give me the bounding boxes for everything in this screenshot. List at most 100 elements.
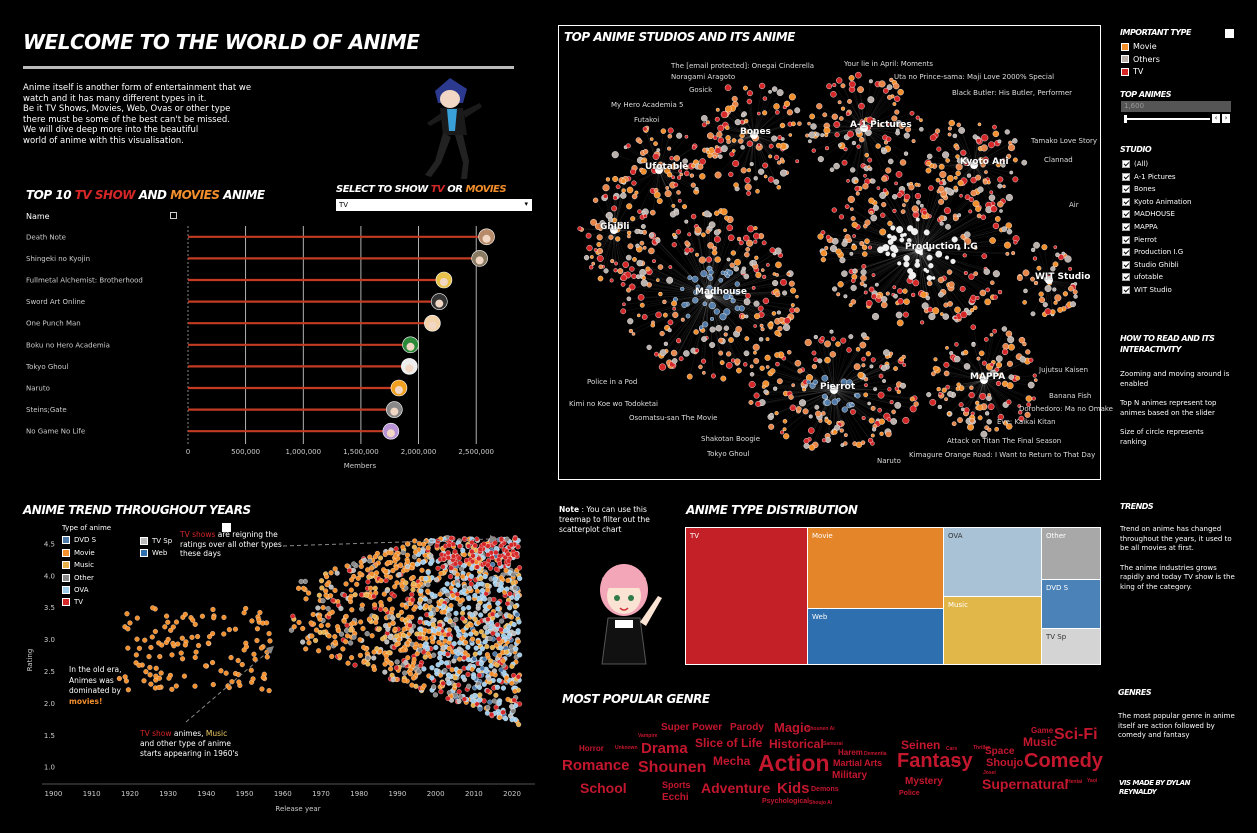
scatter-point[interactable]: [400, 544, 406, 550]
scatter-point[interactable]: [448, 565, 454, 571]
scatter-point[interactable]: [465, 665, 471, 671]
scatter-point[interactable]: [306, 640, 312, 646]
scatter-point[interactable]: [479, 646, 485, 652]
scatter-point[interactable]: [199, 613, 205, 619]
scatter-point[interactable]: [228, 655, 234, 661]
scatter-point[interactable]: [321, 629, 327, 635]
scatter-point[interactable]: [451, 553, 457, 559]
scatter-point[interactable]: [164, 613, 170, 619]
genre-word[interactable]: Super Power: [661, 722, 723, 733]
scatter-point[interactable]: [410, 574, 416, 580]
anime-node[interactable]: [831, 113, 838, 120]
genre-word[interactable]: Kids: [777, 780, 810, 797]
scatter-point[interactable]: [468, 631, 474, 637]
scatter-point[interactable]: [408, 628, 415, 634]
scatter-point[interactable]: [150, 605, 156, 611]
anime-node[interactable]: [886, 84, 893, 90]
anime-node[interactable]: [667, 127, 674, 134]
scatter-point[interactable]: [458, 566, 465, 572]
scatter-point[interactable]: [361, 644, 367, 650]
scatter-point[interactable]: [429, 558, 435, 564]
genre-word[interactable]: Dementia: [864, 751, 887, 757]
trend-legend-item[interactable]: OVA: [62, 584, 111, 596]
anime-node[interactable]: [771, 135, 778, 142]
scatter-point[interactable]: [125, 645, 131, 651]
anime-node[interactable]: [775, 110, 780, 115]
scatter-point[interactable]: [192, 621, 198, 627]
anime-node[interactable]: [1002, 184, 1006, 189]
scatter-point[interactable]: [158, 670, 164, 676]
scatter-point[interactable]: [396, 572, 402, 578]
scatter-point[interactable]: [382, 607, 389, 613]
anime-node[interactable]: [684, 170, 690, 177]
anime-node[interactable]: [948, 119, 955, 127]
scatter-point[interactable]: [205, 640, 211, 646]
scatter-point[interactable]: [210, 606, 216, 613]
scatter-point[interactable]: [264, 620, 270, 626]
anime-node[interactable]: [773, 179, 780, 185]
scatter-point[interactable]: [209, 660, 216, 666]
anime-node[interactable]: [746, 168, 752, 173]
scatter-point[interactable]: [506, 634, 512, 640]
scatter-point[interactable]: [456, 669, 462, 675]
anime-node[interactable]: [631, 180, 637, 186]
scatter-point[interactable]: [469, 559, 476, 565]
anime-node[interactable]: [656, 148, 661, 152]
anime-node[interactable]: [631, 193, 638, 200]
scatter-point[interactable]: [328, 593, 334, 599]
scatter-point[interactable]: [319, 578, 325, 584]
scatter-point[interactable]: [125, 626, 131, 632]
studio-checkbox-kyoto[interactable]: Kyoto Animation: [1122, 196, 1191, 209]
scatter-point[interactable]: [512, 585, 518, 591]
anime-node[interactable]: [807, 121, 811, 126]
scatter-point[interactable]: [445, 592, 451, 598]
anime-node[interactable]: [848, 80, 856, 88]
anime-node[interactable]: [788, 93, 796, 101]
scatter-point[interactable]: [511, 630, 517, 637]
scatter-point[interactable]: [173, 619, 180, 625]
trend-legend-item[interactable]: Movie: [62, 547, 111, 559]
scatter-point[interactable]: [149, 634, 155, 640]
anime-node[interactable]: [610, 259, 615, 264]
scatter-point[interactable]: [332, 566, 338, 572]
anime-node[interactable]: [845, 111, 851, 117]
scatter-point[interactable]: [346, 567, 352, 574]
scatter-point[interactable]: [513, 551, 519, 557]
anime-node[interactable]: [850, 167, 856, 173]
scatter-point[interactable]: [515, 674, 521, 680]
anime-node[interactable]: [714, 171, 722, 179]
scatter-point[interactable]: [399, 583, 405, 589]
anime-node[interactable]: [962, 157, 969, 164]
scatter-point[interactable]: [146, 654, 152, 660]
anime-node[interactable]: [739, 132, 745, 139]
anime-node[interactable]: [637, 209, 642, 214]
scatter-point[interactable]: [383, 653, 389, 659]
scatter-point[interactable]: [345, 660, 351, 666]
anime-node[interactable]: [699, 158, 706, 165]
scatter-point[interactable]: [368, 565, 374, 571]
anime-node[interactable]: [776, 185, 781, 190]
anime-node[interactable]: [945, 158, 950, 163]
anime-node[interactable]: [1012, 138, 1018, 144]
anime-node[interactable]: [731, 138, 737, 143]
scatter-point[interactable]: [329, 609, 335, 615]
scatter-point[interactable]: [478, 612, 484, 618]
scatter-point[interactable]: [472, 616, 478, 622]
genre-word[interactable]: Sci-Fi: [1054, 726, 1098, 743]
scatter-point[interactable]: [389, 606, 395, 612]
anime-node[interactable]: [603, 268, 609, 274]
scatter-point[interactable]: [505, 577, 511, 583]
anime-node[interactable]: [919, 127, 924, 132]
scatter-point[interactable]: [502, 628, 508, 634]
anime-node[interactable]: [653, 141, 658, 146]
anime-node[interactable]: [883, 140, 888, 145]
scatter-point[interactable]: [472, 542, 478, 549]
anime-node[interactable]: [705, 120, 710, 125]
scatter-point[interactable]: [471, 656, 477, 662]
anime-node[interactable]: [966, 173, 972, 178]
scatter-point[interactable]: [226, 685, 232, 691]
sidebar-close-box[interactable]: [1225, 29, 1234, 38]
anime-node[interactable]: [677, 175, 682, 180]
scatter-point[interactable]: [351, 634, 357, 640]
scatter-point[interactable]: [493, 566, 499, 572]
